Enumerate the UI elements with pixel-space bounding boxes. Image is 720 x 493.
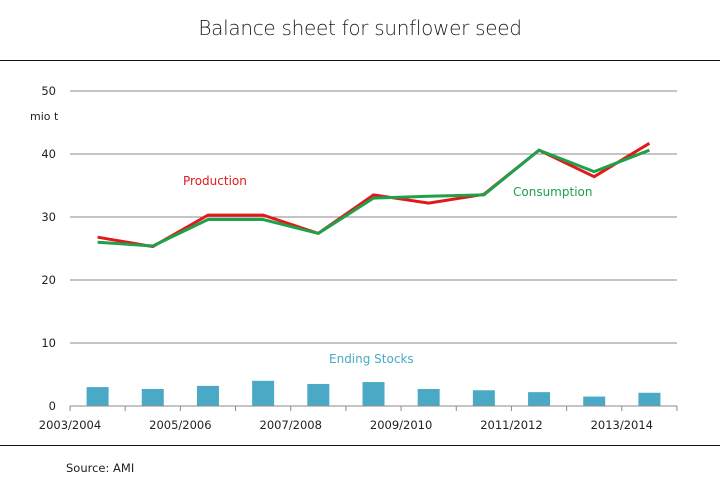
series-line-production <box>97 142 651 249</box>
x-tick-label: 2003/2004 <box>39 418 101 432</box>
x-tick-label: 2011/2012 <box>480 418 542 432</box>
y-tick-label: 10 <box>41 336 56 350</box>
bar-ending-stocks <box>362 382 385 406</box>
top-divider <box>0 60 720 61</box>
source-note: Source: AMI <box>66 461 135 475</box>
label-consumption: Consumption <box>513 185 592 199</box>
bar-ending-stocks <box>583 396 606 406</box>
bar-ending-stocks <box>417 388 440 406</box>
bar-ending-stocks <box>86 387 109 406</box>
x-tick-label: 2013/2014 <box>591 418 653 432</box>
x-tick-label: 2005/2006 <box>149 418 211 432</box>
bar-ending-stocks <box>252 380 275 406</box>
y-axis-label: mio t <box>30 110 59 123</box>
bar-ending-stocks <box>307 383 330 406</box>
series-line-consumption <box>97 148 650 248</box>
bar-ending-stocks <box>141 388 164 406</box>
x-tick-label: 2009/2010 <box>370 418 432 432</box>
y-tick-label: 0 <box>49 399 56 413</box>
chart-title: Balance sheet for sunflower seed <box>198 16 522 40</box>
bar-ending-stocks <box>638 392 661 406</box>
bar-ending-stocks <box>528 392 551 406</box>
y-tick-label: 40 <box>41 147 56 161</box>
x-tick-label: 2007/2008 <box>260 418 322 432</box>
label-ending-stocks: Ending Stocks <box>329 352 414 366</box>
bar-ending-stocks <box>472 390 495 406</box>
y-tick-label: 20 <box>41 273 56 287</box>
y-tick-label: 30 <box>41 210 56 224</box>
bar-ending-stocks <box>196 385 219 406</box>
y-tick-label: 50 <box>41 84 56 98</box>
bottom-divider <box>0 445 720 446</box>
label-production: Production <box>183 174 247 188</box>
